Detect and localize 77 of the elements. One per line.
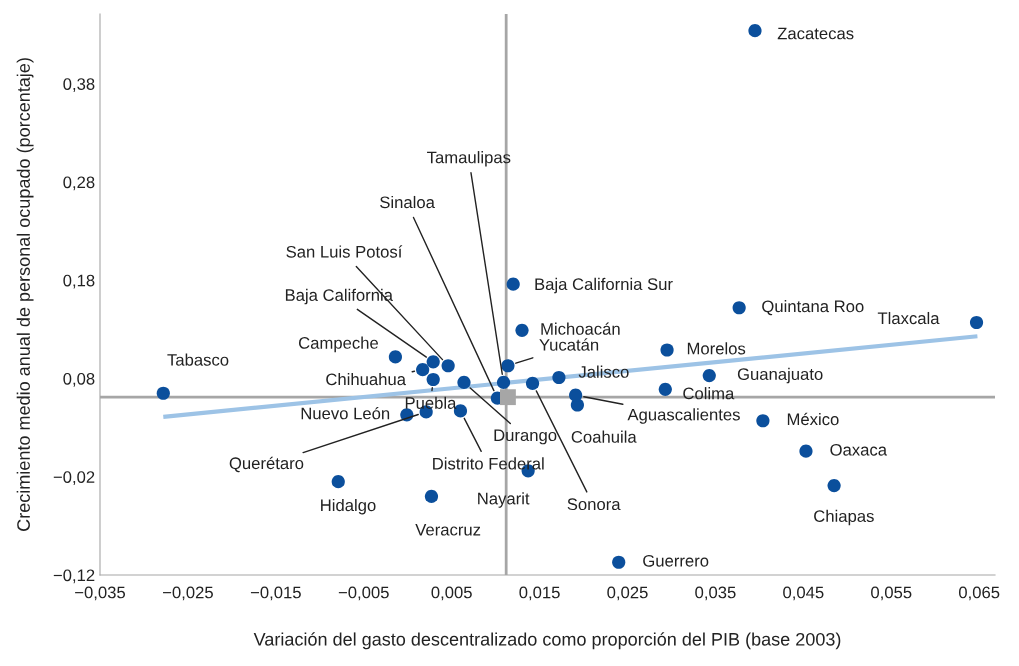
point	[799, 444, 813, 458]
series-label: Veracruz	[415, 523, 481, 536]
point	[552, 370, 566, 385]
point	[156, 386, 170, 400]
point	[569, 388, 583, 402]
point	[525, 376, 540, 390]
series-label: Guerrero	[643, 554, 709, 567]
point	[388, 350, 402, 364]
series-label: Puebla	[405, 396, 457, 409]
y-tick-label: 0,18	[63, 274, 95, 289]
x-tick-label: 0,045	[783, 586, 824, 601]
point	[416, 363, 430, 377]
series-label: Tlaxcala	[877, 311, 940, 325]
x-tick-label: −0,015	[250, 586, 301, 601]
point	[501, 359, 515, 373]
point	[732, 301, 746, 315]
series-label: Chiapas	[814, 509, 874, 526]
text: Distrito Federal	[433, 457, 544, 470]
text: San Luis Potosí	[286, 245, 403, 258]
x-tick-label: 0,065	[958, 586, 1000, 601]
point	[500, 389, 516, 406]
point	[969, 315, 984, 330]
series-label: Coahuila	[571, 430, 637, 443]
point	[424, 489, 439, 503]
series-label: Campeche	[298, 336, 378, 353]
series-label: Oaxaca	[830, 443, 888, 456]
point	[660, 343, 674, 357]
text: Sinaloa	[380, 195, 435, 209]
y-tick-label: −0,02	[53, 471, 95, 485]
point	[457, 375, 471, 390]
y-tick-label: 0,28	[63, 176, 95, 191]
x-tick-label: 0,055	[871, 586, 912, 601]
series-label: Hidalgo	[321, 498, 376, 515]
series-label: Chihuahua	[326, 373, 406, 386]
series-label: Michoacán	[541, 322, 620, 335]
series-label: Zacatecas	[777, 27, 854, 40]
series-label: Guanajuato	[737, 367, 823, 384]
series-label: Jalisco	[578, 365, 629, 378]
x-axis-title: Variación del gasto descentralizado como proporción del PIB (base 2003)	[253, 632, 841, 650]
x-tick-label: −0,035	[75, 586, 126, 601]
point	[506, 277, 520, 291]
y-tick-label: −0,12	[53, 569, 95, 584]
series-label: Morelos	[687, 342, 746, 355]
point	[702, 368, 716, 383]
series-label: Colima	[683, 387, 735, 400]
y-tick-label: 0,38	[63, 78, 95, 92]
x-tick-label: 0,025	[607, 586, 648, 601]
series-label: México	[787, 412, 839, 426]
series-label: Quintana Roo	[762, 300, 864, 316]
x-tick-label: 0,005	[431, 586, 472, 601]
point	[441, 359, 455, 373]
series-label: Nayarit	[478, 492, 530, 508]
series-label: Yucatán	[539, 338, 599, 351]
text: Aguascalientes	[627, 408, 740, 424]
point	[426, 355, 440, 369]
point	[426, 372, 440, 387]
point	[515, 323, 529, 337]
point	[748, 24, 762, 38]
series-label: Tabasco	[167, 353, 229, 366]
text: Durango	[494, 429, 557, 445]
x-tick-label: 0,015	[519, 586, 560, 601]
x-tick-label: −0,025	[163, 586, 213, 601]
point	[756, 414, 770, 428]
point	[612, 555, 626, 569]
text: Querétaro	[229, 456, 304, 473]
point	[496, 375, 511, 390]
series-label: Nuevo León	[301, 406, 390, 420]
point	[331, 475, 345, 489]
point	[827, 479, 841, 493]
point	[658, 382, 672, 396]
x-tick-label: 0,035	[695, 586, 736, 601]
x-tick-label: −0,005	[338, 586, 389, 601]
y-tick-label: 0,08	[63, 372, 95, 387]
y-axis-title: Crecimiento medio anual de personal ocupado (porcentaje)	[16, 58, 34, 531]
text: Sonora	[567, 498, 621, 511]
text: Tamaulipas	[427, 151, 511, 167]
series-label: Baja California Sur	[535, 277, 673, 294]
